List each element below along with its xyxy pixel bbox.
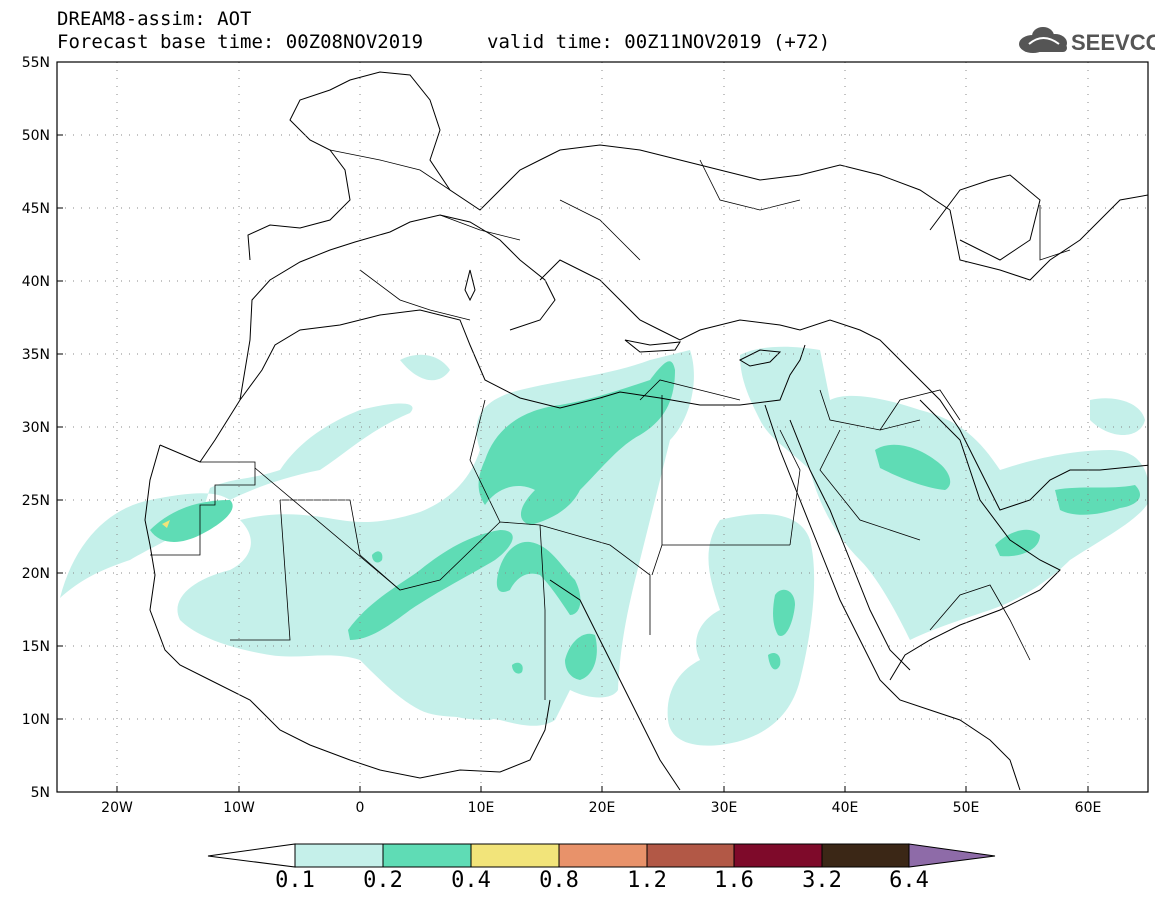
colorbar-label: 0.1 [275, 868, 315, 893]
colorbar-label: 6.4 [889, 868, 929, 893]
colorbar-swatch [470, 843, 560, 868]
lat-tick-label: 40N [22, 274, 50, 290]
colorbar-swatch [646, 843, 735, 868]
lon-tick-label: 20W [101, 800, 133, 816]
lon-tick-label: 10E [468, 800, 495, 816]
colorbar-upper-arrow [908, 843, 996, 868]
aot-shading-0.2 [150, 361, 1140, 680]
forecast-base-time: Forecast base time: 00Z08NOV2019 [57, 31, 424, 53]
lat-tick-label: 55N [22, 55, 50, 71]
colorbar-swatch [558, 843, 648, 868]
colorbar-swatch [294, 843, 384, 868]
colorbar-lower-arrow [207, 843, 296, 868]
colorbar-label: 0.8 [539, 868, 579, 893]
lat-tick-label: 25N [22, 493, 50, 509]
colorbar-label: 0.4 [451, 868, 491, 893]
colorbar-label: 1.2 [627, 868, 667, 893]
lon-tick-label: 40E [832, 800, 859, 816]
lon-tick-label: 20E [589, 800, 616, 816]
lat-tick-label: 15N [22, 639, 50, 655]
lat-tick-label: 50N [22, 128, 50, 144]
colorbar-label: 3.2 [802, 868, 842, 893]
colorbar [207, 843, 996, 868]
lon-tick-label: 60E [1075, 800, 1102, 816]
valid-time: valid time: 00Z11NOV2019 (+72) [487, 31, 831, 53]
lat-tick-label: 30N [22, 420, 50, 436]
colorbar-label: 1.6 [714, 868, 754, 893]
colorbar-swatch [733, 843, 823, 868]
aot-shading-0.4 [162, 520, 170, 528]
lon-tick-label: 0 [356, 800, 365, 816]
lon-tick-label: 30E [711, 800, 738, 816]
colorbar-swatch [382, 843, 472, 868]
seevccc-logo: SEEVCCC [1019, 27, 1155, 55]
coastlines [144, 71, 1148, 791]
lon-tick-label: 50E [953, 800, 980, 816]
lat-tick-label: 10N [22, 712, 50, 728]
logo-text: SEEVCCC [1071, 30, 1155, 55]
lat-tick-label: 35N [22, 347, 50, 363]
lat-tick-label: 5N [31, 785, 50, 801]
borders [150, 149, 1071, 700]
colorbar-label: 0.2 [363, 868, 403, 893]
lon-tick-label: 10W [223, 800, 255, 816]
lon-axis [116, 786, 1089, 792]
lat-axis [57, 61, 63, 793]
map-title: DREAM8-assim: AOT [57, 8, 252, 30]
lat-tick-label: 20N [22, 566, 50, 582]
graticule [57, 62, 1148, 792]
cloud-icon [1019, 27, 1067, 53]
colorbar-swatch [821, 843, 910, 868]
lat-tick-label: 45N [22, 201, 50, 217]
